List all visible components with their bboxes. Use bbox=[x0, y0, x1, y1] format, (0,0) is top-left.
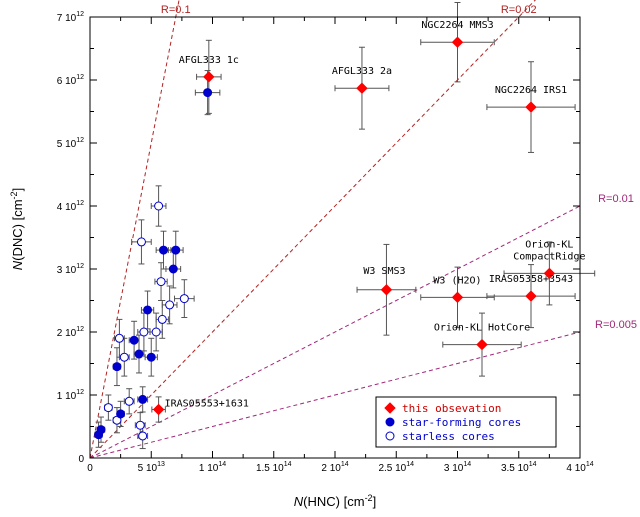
data-point-diamond bbox=[476, 338, 488, 351]
ratio-label: R=0.005 bbox=[595, 319, 637, 331]
legend-marker-diamond bbox=[384, 402, 396, 414]
ratio-line bbox=[90, 0, 180, 458]
y-tick-label: 1 1012 bbox=[57, 389, 84, 402]
ratio-label: R=0.02 bbox=[501, 4, 537, 16]
x-tick-label: 1.5 1014 bbox=[256, 461, 292, 474]
data-point-open-circle bbox=[124, 396, 134, 406]
data-point-open-circle bbox=[136, 237, 146, 247]
data-point-open-circle bbox=[103, 403, 113, 413]
source-label: IRAS05358+3543 bbox=[489, 274, 573, 285]
source-annotations: AFGL333 1c AFGL333 2a NGC2264 MMS3 NGC2264 … bbox=[165, 20, 586, 409]
data-point-open-circle bbox=[119, 352, 129, 362]
y-tick-label: 5 1012 bbox=[57, 137, 84, 150]
x-tick-label: 0 bbox=[87, 463, 93, 474]
data-point-diamond bbox=[543, 267, 556, 280]
y-tick-label: 3 1012 bbox=[57, 263, 84, 276]
x-tick-label: 2 1014 bbox=[321, 461, 348, 474]
x-tick-label: 3.5 1014 bbox=[501, 461, 537, 474]
data-point-filled-circle bbox=[116, 409, 126, 419]
source-label: AFGL333 2a bbox=[332, 66, 392, 77]
data-point-filled-circle bbox=[168, 264, 178, 274]
source-label: Orion-KL HotCore bbox=[434, 323, 530, 334]
source-label: IRAS05553+1631 bbox=[165, 398, 249, 409]
y-tick-label: 6 1012 bbox=[57, 74, 84, 87]
x-tick-label: 4 1014 bbox=[566, 461, 593, 474]
data-point-filled-circle bbox=[159, 245, 168, 255]
data-point-filled-circle bbox=[143, 305, 153, 315]
axis-ticks: 0 5 1013 1 1014 1.5 1014 2 1014 2.5 1014 3 101… bbox=[57, 11, 594, 474]
legend-box bbox=[375, 396, 557, 448]
data-point-diamond bbox=[525, 290, 537, 302]
legend-label: this obsevation bbox=[402, 402, 501, 415]
data-point-open-circle bbox=[114, 333, 124, 343]
data-point-diamond bbox=[203, 71, 215, 83]
legend-marker-open-circle bbox=[385, 431, 395, 441]
ratio-label: R=0.1 bbox=[161, 4, 191, 16]
data-point-filled-circle bbox=[171, 245, 181, 255]
data-markers bbox=[94, 36, 556, 441]
y-tick-label: 0 bbox=[78, 454, 84, 465]
y-tick-label: 7 1012 bbox=[57, 11, 84, 24]
ratio-line bbox=[90, 0, 536, 458]
source-label: W3 SMS3 bbox=[363, 266, 405, 277]
source-label: AFGL333 1c bbox=[179, 55, 239, 66]
data-point-filled-circle bbox=[94, 430, 104, 440]
data-point-open-circle bbox=[157, 314, 167, 324]
x-tick-label: 3 1014 bbox=[444, 461, 471, 474]
data-point-diamond bbox=[356, 82, 368, 94]
data-point-open-circle bbox=[138, 431, 148, 441]
source-label-line2: CompactRidge bbox=[513, 251, 585, 262]
data-point-diamond bbox=[152, 403, 165, 416]
data-point-open-circle bbox=[151, 327, 161, 337]
data-point-open-circle bbox=[139, 327, 149, 337]
data-point-filled-circle bbox=[134, 349, 144, 359]
data-point-filled-circle bbox=[146, 352, 156, 362]
x-tick-label: 1 1014 bbox=[199, 461, 226, 474]
y-tick-label: 4 1012 bbox=[57, 200, 84, 213]
y-axis-title: N(DNC) [cm-2] bbox=[9, 188, 25, 270]
legend-label: star-forming cores bbox=[402, 416, 521, 429]
ratio-label: R=0.01 bbox=[598, 193, 634, 205]
data-point-open-circle bbox=[156, 277, 166, 287]
x-tick-label: 2.5 1014 bbox=[378, 461, 414, 474]
data-point-filled-circle bbox=[138, 394, 148, 404]
x-axis-title: N(HNC) [cm-2] bbox=[294, 493, 376, 509]
data-point-open-circle bbox=[135, 420, 145, 430]
legend-label: starless cores bbox=[402, 430, 495, 443]
data-point-filled-circle bbox=[129, 335, 139, 345]
data-point-diamond bbox=[380, 284, 393, 296]
ratio-labels: R=0.1 R=0.02 R=0.01 R=0.005 bbox=[161, 4, 637, 331]
ratio-line bbox=[90, 205, 580, 458]
data-point-open-circle bbox=[179, 294, 189, 304]
source-label: NGC2264 IRS1 bbox=[495, 85, 567, 96]
x-tick-label: 5 1013 bbox=[138, 461, 165, 474]
data-point-diamond bbox=[451, 291, 464, 304]
source-label: NGC2264 MMS3 bbox=[421, 20, 493, 31]
legend-marker-filled-circle bbox=[385, 417, 395, 427]
ratio-lines bbox=[90, 0, 580, 458]
source-label: W3 (H2O) bbox=[433, 275, 481, 286]
data-point-filled-circle bbox=[112, 362, 122, 372]
data-point-filled-circle bbox=[203, 88, 213, 98]
data-point-diamond bbox=[451, 36, 464, 48]
data-point-diamond bbox=[525, 101, 537, 113]
source-label: Orion-KL bbox=[525, 239, 573, 250]
ratio-line bbox=[90, 331, 580, 458]
data-point-open-circle bbox=[154, 201, 164, 211]
y-tick-label: 2 1012 bbox=[57, 326, 84, 339]
data-point-open-circle bbox=[165, 300, 175, 310]
